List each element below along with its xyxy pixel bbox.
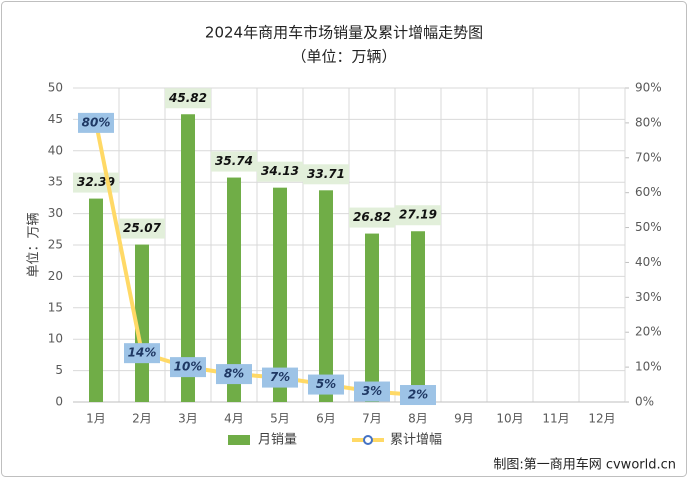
bar — [411, 231, 425, 402]
y-tick-label: 0 — [55, 395, 63, 409]
bar-value-label: 26.82 — [353, 210, 391, 224]
bar-label-box — [349, 207, 395, 228]
line-label-box — [308, 374, 344, 395]
legend-label: 累计增幅 — [390, 433, 442, 448]
y-tick-label: 5 — [55, 363, 63, 377]
bar-label-box — [119, 218, 165, 239]
chart-subtitle: （单位：万辆） — [291, 48, 396, 66]
bar-value-label: 25.07 — [123, 221, 162, 235]
bar — [89, 198, 103, 402]
line-value-label: 80% — [82, 115, 111, 129]
bar-value-label: 35.74 — [215, 154, 253, 168]
bar-value-label: 45.82 — [168, 91, 207, 105]
x-tick-label: 8月 — [408, 412, 428, 426]
y2-tick-label: 70% — [635, 150, 662, 164]
y-tick-label: 30 — [48, 206, 63, 220]
chart-title: 2024年商用车市场销量及累计增幅走势图 — [205, 24, 483, 42]
y2-tick-label: 20% — [635, 325, 662, 339]
y2-tick-label: 0% — [635, 395, 654, 409]
source-note: 制图:第一商用车网 cvworld.cn — [493, 457, 676, 473]
line-value-label: 2% — [408, 388, 428, 402]
bar — [181, 114, 195, 402]
bar-label-box — [395, 205, 441, 226]
line-label-box — [354, 381, 390, 402]
y-tick-label: 40 — [48, 143, 63, 157]
x-tick-label: 11月 — [542, 412, 569, 426]
y2-tick-label: 30% — [635, 290, 662, 304]
bar-value-label: 33.71 — [307, 167, 345, 181]
y-tick-label: 10 — [48, 332, 63, 346]
x-tick-label: 9月 — [454, 412, 474, 426]
bar-label-box — [211, 151, 257, 172]
x-tick-label: 6月 — [316, 412, 336, 426]
bar-value-label: 34.13 — [261, 164, 299, 178]
bar-label-box — [165, 88, 211, 109]
line-value-label: 5% — [316, 377, 336, 391]
line-value-label: 3% — [362, 384, 382, 398]
x-tick-label: 12月 — [588, 412, 615, 426]
legend-label: 月销量 — [258, 433, 297, 448]
y-axis-label: 单位：万辆 — [27, 212, 42, 277]
bar-label-box — [303, 164, 349, 185]
y2-tick-label: 60% — [635, 185, 662, 199]
y2-tick-label: 10% — [635, 360, 662, 374]
x-tick-label: 7月 — [362, 412, 382, 426]
line-value-label: 8% — [224, 367, 244, 381]
y-tick-label: 35 — [48, 175, 63, 189]
bar-label-box — [257, 161, 303, 182]
y2-tick-label: 50% — [635, 220, 662, 234]
y-tick-label: 25 — [48, 238, 63, 252]
line-value-label: 10% — [174, 360, 203, 374]
y-tick-label: 15 — [48, 300, 63, 314]
bar — [319, 190, 333, 402]
x-tick-label: 4月 — [224, 412, 244, 426]
x-tick-label: 1月 — [86, 412, 106, 426]
y2-tick-label: 90% — [635, 81, 662, 95]
line-value-label: 14% — [128, 346, 157, 360]
bar — [365, 233, 379, 402]
bar-value-label: 27.19 — [399, 208, 437, 222]
line-label-box — [216, 364, 252, 385]
bar — [273, 187, 287, 402]
x-tick-label: 10月 — [496, 412, 523, 426]
line-value-label: 7% — [270, 370, 290, 384]
bar — [227, 177, 241, 402]
line-label-box — [262, 367, 298, 388]
y-tick-label: 45 — [48, 112, 63, 126]
y2-tick-label: 80% — [635, 115, 662, 129]
y2-tick-label: 40% — [635, 255, 662, 269]
line-label-box — [170, 357, 206, 378]
line-label-box — [124, 343, 160, 364]
legend-marker — [363, 435, 373, 445]
x-tick-label: 3月 — [178, 412, 198, 426]
y-tick-label: 20 — [48, 269, 63, 283]
y-tick-label: 50 — [48, 81, 63, 95]
legend-swatch — [228, 435, 250, 445]
x-tick-label: 5月 — [270, 412, 290, 426]
line-label-box — [78, 112, 114, 133]
x-tick-label: 2月 — [132, 412, 152, 426]
line-label-box — [400, 385, 436, 406]
